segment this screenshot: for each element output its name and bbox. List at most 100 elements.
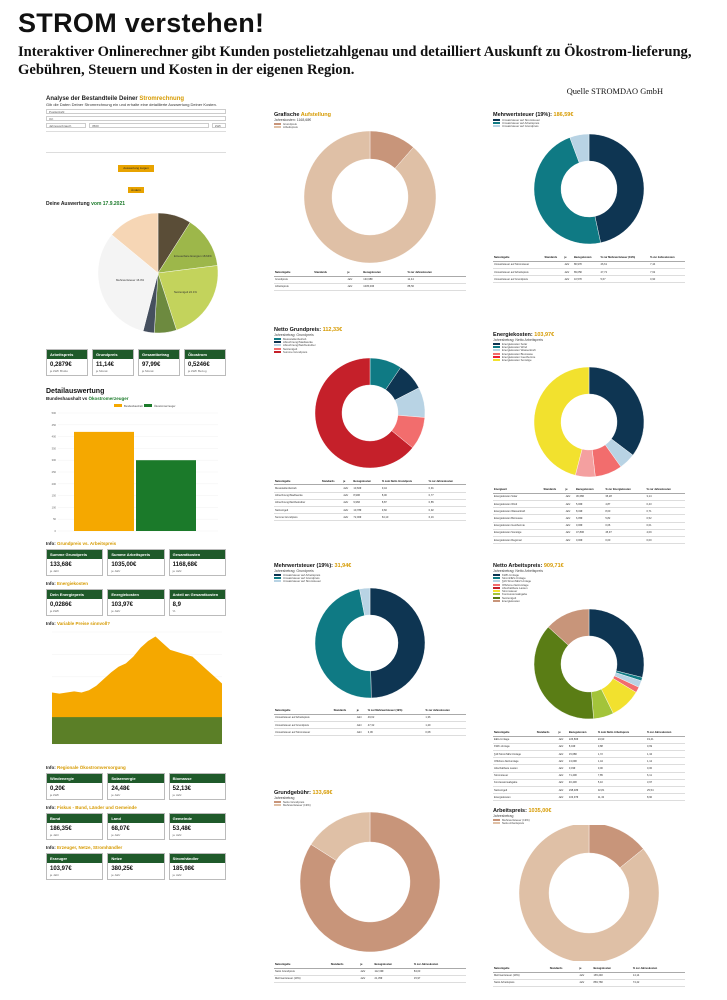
page-subtitle: Interaktiver Onlinerechner gibt Kunden p… — [18, 44, 692, 78]
table-row: Netzentgelt Jahr 10,78€ 9,60 0,92 — [274, 506, 466, 515]
table-cell: Umsatzsteuer auf Stromsteuer — [274, 728, 333, 737]
table-cell: 5,82 — [604, 514, 646, 523]
legend-item[interactable]: Energiekosten Wind — [493, 345, 685, 349]
table-cell: 7,62 — [649, 268, 685, 277]
table-row: Umsatzsteuer auf Grundpreis Jahr 10,57€ 5,6… — [493, 275, 685, 284]
table-cell — [329, 975, 360, 983]
card-subtitle: Jahresbetrag: Grundpreis — [274, 569, 314, 573]
legend-item[interactable]: Netzentgelt — [274, 347, 466, 351]
legend-swatch — [493, 352, 500, 355]
table-row: Summe Grundpreis Jahr 72,00€ 64,10 6,16 — [274, 513, 466, 522]
legend-item[interactable]: Umsatzsteuer auf Arbeitspreis — [274, 573, 466, 577]
table-header: % zur Jahreskosten — [406, 269, 466, 277]
legend-label: Offshore-Netzumlage — [502, 582, 529, 587]
legend-swatch — [493, 586, 500, 589]
kpi-arbeitspreis: Arbeitspreis 0,2879€ je kWh Brutto — [46, 349, 88, 376]
table-cell: 35,28 — [604, 493, 646, 501]
kpi-energiepreis: Dein Energiepreis 0,0286€ je kWh — [46, 589, 104, 616]
table-cell: §19 StromNEV-Umlage — [493, 750, 536, 759]
variable-price-area-chart — [52, 631, 222, 745]
table-cell: Jahr — [342, 506, 353, 515]
card-subtitle: Jahresbetrag: Netto Arbeitspreis — [493, 569, 543, 573]
table-cell — [320, 506, 343, 515]
legend-item[interactable]: Energiekosten Wasserkraft — [493, 348, 685, 352]
legend-item[interactable]: Umsatzsteuer auf Arbeitspreis — [493, 121, 685, 125]
table-cell: 1,34 — [646, 750, 685, 759]
table-cell: Konzessionsabgabe — [493, 779, 536, 787]
table-header: Standards — [320, 478, 343, 486]
legend-item[interactable]: Energiekosten Geothermie — [493, 355, 685, 359]
legend-item[interactable]: Umsatzsteuer auf Stromsteuer — [274, 579, 466, 583]
legend-item[interactable]: Abschaltbare Lasten — [493, 586, 685, 590]
legend-item[interactable]: Stromsteuer — [493, 589, 685, 593]
legend-swatch — [274, 347, 281, 350]
legend-item[interactable]: Messstellenbetrieb — [274, 337, 466, 341]
table-cell — [535, 757, 558, 766]
donut-chart — [518, 822, 660, 963]
legend-item[interactable]: Energiekosten Sonstige — [493, 358, 685, 362]
legend-item[interactable]: Energiekosten Biomasse — [493, 352, 685, 356]
table-header: Standards — [543, 254, 564, 262]
legend-item[interactable]: StromNEV-Umlage — [493, 576, 685, 580]
donut-4-slice-umsatzsteuer-auf-arbeitspreis — [369, 587, 426, 699]
legend-item[interactable]: Netto Arbeitspreis — [493, 821, 685, 825]
legend-item[interactable]: Offshore-Netzumlage — [493, 582, 685, 587]
bar-tick-label: 350 — [52, 446, 57, 450]
legend-item[interactable]: Umsatzsteuer auf Stromsteuer — [493, 118, 685, 122]
table-cell: 0,69 — [646, 743, 685, 752]
submit-button[interactable]: Auswertung zeigen — [118, 164, 154, 172]
legend-swatch — [493, 342, 500, 345]
table-cell: Messstellenbetrieb — [274, 484, 321, 493]
legend-swatch — [274, 125, 281, 128]
erzeug-title: Info: Erzeuger, Netze, Stromhändler — [46, 845, 123, 850]
legend-item[interactable]: Mehrwertsteuer (19%) — [493, 818, 685, 822]
page-title: STROM verstehen! — [18, 8, 265, 38]
area-series-arbeitspreis — [52, 636, 222, 744]
table-cell: Jahr — [557, 736, 568, 744]
card-title: Grundgebühr: 133,68€ — [274, 790, 333, 796]
table-cell: 8,90 — [646, 793, 685, 802]
legend-swatch — [493, 118, 500, 121]
kpi-erzeuger: Erzeuger 103,97€ je Jahr — [46, 853, 104, 880]
donut-card: Grafische Aufstellung Jahreskosten: 1168,… — [274, 112, 466, 291]
legend-label: Grundpreis — [283, 121, 297, 126]
table-cell: 9,60 — [380, 506, 428, 515]
ort-field[interactable]: Ort — [46, 116, 226, 121]
legend-item[interactable]: Konzessionsabgabe — [493, 592, 685, 596]
legend-item[interactable]: Abrechnung/Stadtwerke — [274, 340, 466, 344]
legend-item[interactable]: Netto Grundpreis — [274, 800, 466, 804]
legend-item[interactable]: Abrechnung/Netzbetreiber — [274, 343, 466, 347]
legend-item[interactable]: Arbeitspreis — [274, 125, 466, 129]
table-header: je — [578, 965, 593, 973]
table-header: je — [564, 486, 575, 494]
legend-item[interactable]: Umsatzsteuer auf Grundpreis — [493, 124, 685, 128]
legend-item[interactable]: Energiekosten Solar — [493, 342, 685, 346]
table-cell: 1035,00€ — [362, 283, 407, 291]
table-cell: 8,99€ — [352, 492, 381, 500]
table-header: Bezugskosten — [574, 486, 605, 494]
legend-item[interactable]: Grundpreis — [274, 121, 466, 126]
table-cell: Jahr — [563, 268, 573, 277]
table-cell: Jahr — [342, 492, 353, 500]
table-cell — [332, 728, 356, 737]
table-cell: Netto Arbeitspreis — [493, 979, 549, 987]
plz-field[interactable]: Postleitzahl — [46, 109, 226, 114]
options-area[interactable] — [46, 131, 226, 153]
legend-swatch — [493, 355, 500, 358]
table-header: Netzentgelte — [493, 729, 536, 737]
table-cell: Energiekosten Solar — [493, 493, 543, 501]
legend-item[interactable]: Energiekosten — [493, 599, 685, 603]
table-cell: Jahr — [557, 779, 568, 787]
table-cell — [535, 736, 558, 744]
legend-item[interactable]: §19 StromNEV-Umlage — [493, 579, 685, 583]
legend-item[interactable]: Mehrwertsteuer (19%) — [274, 803, 466, 807]
change-button[interactable]: Ändern — [128, 187, 144, 193]
legend-item[interactable]: KWK-Umlage — [493, 573, 685, 577]
legend-item[interactable]: Netzentgelt — [493, 596, 685, 600]
verbrauch-input[interactable]: 3500 — [89, 123, 209, 128]
legend-swatch — [274, 337, 281, 340]
table-header: Netzentgelte — [274, 707, 333, 715]
card-title: Mehrwertsteuer (19%): 186,59€ — [493, 112, 574, 118]
legend-item[interactable]: Umsatzsteuer auf Grundpreis — [274, 576, 466, 580]
legend-item[interactable]: Summe Grundpreis — [274, 350, 466, 354]
